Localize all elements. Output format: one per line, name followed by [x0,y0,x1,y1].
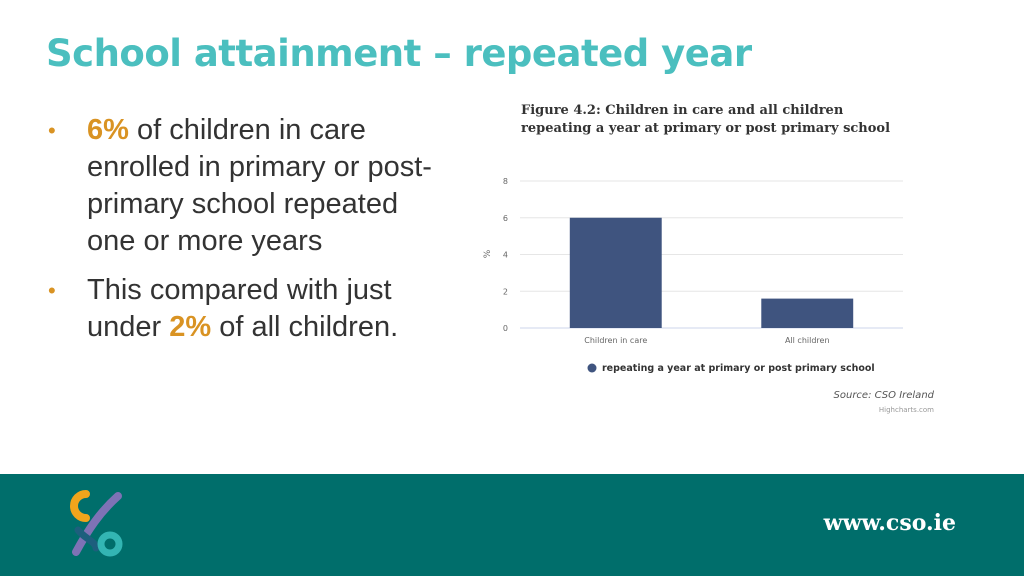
x-tick-label: Children in care [584,336,647,345]
bar-children-in-care[interactable] [569,217,662,328]
bar-chart: 0 2 4 6 8 % Children in care All children rep… [483,177,903,374]
y-tick-label: 0 [503,324,508,333]
cso-logo-icon [70,490,123,557]
bullet-item: • This compared with just under 2% of al… [44,272,444,346]
y-axis-ticks: 0 2 4 6 8 [503,177,508,333]
y-tick-label: 8 [503,177,508,186]
chart-source: Source: CSO Ireland [833,390,934,401]
chart-title: Figure 4.2: Children in care and all chi… [521,103,891,136]
bullet-text: This compared with just under [87,274,392,343]
y-axis-label: % [483,249,493,258]
bullet-dot-icon: • [48,118,56,143]
x-tick-label: All children [785,336,830,345]
bullet-text: of children in care enrolled in primary … [87,114,432,257]
bullet-dot-icon: • [48,278,56,303]
footer-bar [0,474,1024,576]
legend-marker-icon [587,363,597,373]
site-url[interactable]: www.cso.ie [823,510,956,536]
bullet-text-end: of all children. [211,311,399,343]
bullet-highlight: 6% [87,114,129,146]
chart-legend[interactable]: repeating a year at primary or post prim… [587,363,875,374]
y-tick-label: 2 [503,287,508,296]
y-tick-label: 6 [503,214,508,223]
bar-all-children[interactable] [761,298,854,328]
bullet-item: • 6% of children in care enrolled in pri… [44,112,444,260]
legend-label: repeating a year at primary or post prim… [602,363,875,374]
chart-credits[interactable]: Highcharts.com [878,406,934,414]
bullet-list: • 6% of children in care enrolled in pri… [44,112,444,358]
chart-bars [569,217,854,328]
y-tick-label: 4 [503,251,508,260]
bullet-highlight: 2% [169,311,212,343]
x-axis-ticks: Children in care All children [584,336,829,345]
page-title: School attainment – repeated year [46,32,752,75]
